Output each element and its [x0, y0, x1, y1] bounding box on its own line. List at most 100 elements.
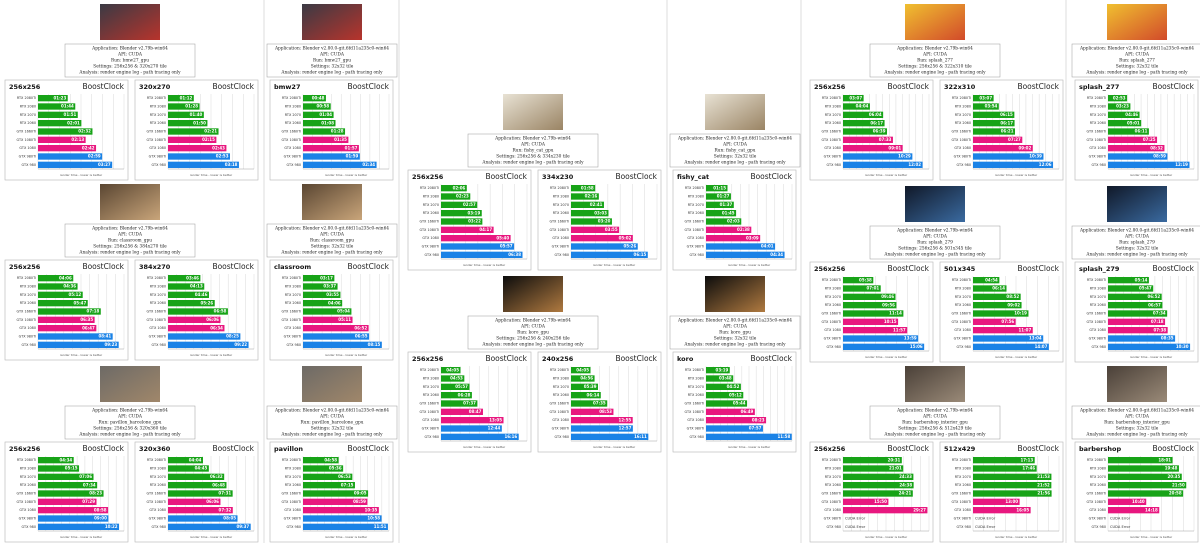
- info-line: Analysis: render engine log - path traci…: [883, 71, 986, 76]
- value-label: 10:30: [1176, 344, 1189, 349]
- bar: [973, 293, 1021, 300]
- value-label: 06:17: [870, 120, 883, 125]
- info-line: Application: Blender v2.79b-win64: [91, 227, 168, 232]
- category-label: GTX 1660Ti: [281, 310, 301, 314]
- value-label: 04:54: [985, 277, 998, 282]
- value-label: 16:05: [1016, 507, 1029, 512]
- category-label: GTX 1080: [552, 236, 569, 240]
- info-line: API: CUDA: [722, 143, 748, 148]
- category-label: GTX 980Ti: [284, 517, 301, 521]
- bar: [973, 145, 1033, 152]
- bar: [168, 300, 215, 307]
- category-label: RTX 2060: [150, 483, 166, 487]
- value-label: 13:05: [489, 417, 502, 422]
- value-label: 06:17: [1000, 120, 1013, 125]
- info-line: Analysis: render engine log - path traci…: [883, 433, 986, 438]
- bar: [973, 95, 994, 102]
- value-label: 21:52: [1037, 482, 1050, 487]
- chart: 320x270 BoostClock RTX 2080Ti 01:12 RTX 2080…: [134, 79, 259, 181]
- value-label: 03:07: [979, 95, 992, 100]
- chart-title: splash_277: [1079, 83, 1119, 91]
- category-label: RTX 2080Ti: [685, 368, 704, 372]
- category-label: GTX 1660Ti: [1086, 312, 1106, 316]
- info-line: Analysis: render engine log - path traci…: [280, 71, 383, 76]
- bar: [38, 161, 113, 168]
- category-label: RTX 2080: [955, 467, 971, 471]
- category-label: GTX 1080Ti: [146, 500, 166, 504]
- category-label: RTX 2080Ti: [822, 278, 841, 282]
- bar: [571, 408, 614, 415]
- bar: [571, 226, 620, 233]
- chart-title: classroom: [274, 263, 311, 271]
- category-label: RTX 2060: [285, 301, 301, 305]
- info-box: [467, 315, 599, 350]
- value-label: 07:33: [879, 137, 892, 142]
- info-line: API: CUDA: [722, 325, 748, 330]
- info-panel: Application: Blender v2.80.0-git.6fd11a2…: [669, 276, 801, 350]
- info-line: Run: classroom_gpu: [108, 239, 152, 244]
- bar: [168, 523, 251, 530]
- value-label: 04:05: [446, 367, 459, 372]
- category-label: RTX 2070: [150, 293, 166, 297]
- category-label: GTX 1660Ti: [549, 402, 569, 406]
- category-label: RTX 2060: [955, 121, 971, 125]
- bar: [441, 433, 519, 440]
- category-label: GTX 1080Ti: [549, 228, 569, 232]
- category-label: RTX 2080: [423, 377, 439, 381]
- bar: [571, 375, 595, 382]
- bar: [303, 308, 352, 315]
- info-line: Run: pavillon_barcelone_gpu: [99, 421, 162, 426]
- category-label: GTX 980: [957, 345, 971, 349]
- value-label: 01:15: [713, 185, 726, 190]
- category-label: RTX 2070: [285, 293, 301, 297]
- bar: [706, 417, 767, 424]
- category-label: RTX 2070: [825, 475, 841, 479]
- bar: [168, 161, 239, 168]
- bar: [303, 482, 355, 489]
- bar: [168, 136, 217, 143]
- info-box: [266, 43, 398, 78]
- category-label: GTX 1080Ti: [281, 318, 301, 322]
- info-line: Application: Blender v2.80.0-git.6fd11a2…: [1079, 409, 1194, 414]
- x-axis-label: render time - lower is better: [463, 445, 506, 449]
- category-label: GTX 1080: [1089, 328, 1106, 332]
- chart: 256x256 BoostClock RTX 2080Ti 05:38 RTX 2080…: [809, 261, 934, 363]
- value-label: 10:35: [365, 507, 378, 512]
- category-label: GTX 1660Ti: [16, 130, 36, 134]
- chart-title: 256x256: [412, 173, 444, 181]
- bar: [843, 457, 902, 464]
- bar: [843, 277, 874, 284]
- bar: [843, 318, 899, 325]
- chart: 501x345 BoostClock RTX 2080Ti 04:54 RTX 2080…: [939, 261, 1064, 363]
- value-label: 17:13: [1020, 457, 1033, 462]
- value-label: 21:53: [1037, 474, 1050, 479]
- value-label: 08:59: [1153, 154, 1166, 159]
- bar: [303, 507, 379, 514]
- info-box: [1071, 405, 1200, 440]
- info-line: API: CUDA: [922, 235, 948, 240]
- value-label: 05:14: [1135, 277, 1148, 282]
- value-label: 10:15: [884, 319, 897, 324]
- value-label: 04:06: [328, 300, 341, 305]
- value-label: 04:34: [770, 252, 783, 257]
- value-label: 03:23: [1116, 104, 1129, 109]
- bar: [38, 128, 93, 135]
- info-line: Run: barbershop_interior_gpu: [1104, 421, 1170, 426]
- bar: [571, 400, 608, 407]
- value-label: 05:01: [1127, 120, 1140, 125]
- category-label: RTX 2080Ti: [822, 458, 841, 462]
- bar: [303, 341, 382, 348]
- category-label: RTX 2080: [150, 467, 166, 471]
- thumbnail: [302, 184, 362, 220]
- bar: [1108, 277, 1149, 284]
- info-panel: Application: Blender v2.80.0-git.6fd11a2…: [266, 4, 398, 78]
- bar: [571, 251, 648, 258]
- category-label: RTX 2080Ti: [147, 276, 166, 280]
- value-label: 14:18: [1145, 507, 1158, 512]
- bar: [38, 291, 83, 298]
- bar: [303, 333, 370, 340]
- bar: [168, 482, 227, 489]
- bar: [38, 473, 94, 480]
- category-label: RTX 2070: [285, 475, 301, 479]
